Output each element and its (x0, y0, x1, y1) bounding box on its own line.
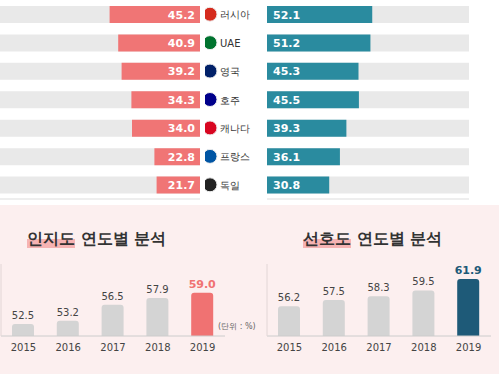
svg-text:56.5: 56.5 (101, 291, 123, 302)
svg-text:52.1: 52.1 (273, 9, 300, 22)
svg-text:러시아: 러시아 (220, 9, 250, 20)
svg-text:영국: 영국 (220, 66, 240, 77)
svg-text:호주: 호주 (220, 95, 240, 106)
svg-text:2018: 2018 (145, 342, 170, 353)
svg-text:52.5: 52.5 (12, 310, 34, 321)
html-text:(단위 : %): (단위 : %) (218, 322, 256, 331)
svg-text:2016: 2016 (321, 342, 346, 353)
svg-text:57.5: 57.5 (323, 286, 345, 297)
svg-text:2016: 2016 (55, 342, 80, 353)
svg-text:59.0: 59.0 (189, 278, 216, 291)
svg-text:40.9: 40.9 (168, 37, 195, 50)
svg-text:34.0: 34.0 (168, 122, 195, 135)
svg-text:53.2: 53.2 (57, 307, 79, 318)
html-text:선호도연도별 분석: 선호도연도별 분석 (303, 229, 443, 248)
svg-text:21.7: 21.7 (168, 179, 195, 192)
svg-text:22.8: 22.8 (168, 151, 195, 164)
svg-text:61.9: 61.9 (455, 264, 482, 277)
svg-text:2015: 2015 (11, 342, 36, 353)
svg-text:프랑스: 프랑스 (220, 151, 250, 162)
svg-text:45.3: 45.3 (273, 65, 300, 78)
svg-text:36.1: 36.1 (273, 151, 300, 164)
svg-text:57.9: 57.9 (146, 284, 168, 295)
svg-text:39.2: 39.2 (168, 65, 195, 78)
svg-text:2019: 2019 (456, 342, 481, 353)
svg-text:UAE: UAE (220, 38, 240, 49)
svg-text:59.5: 59.5 (412, 276, 434, 287)
svg-text:56.2: 56.2 (278, 292, 300, 303)
svg-text:캐나다: 캐나다 (220, 123, 250, 134)
svg-text:58.3: 58.3 (367, 282, 389, 293)
svg-text:2017: 2017 (100, 342, 125, 353)
svg-text:39.3: 39.3 (273, 122, 300, 135)
svg-text:2019: 2019 (190, 342, 215, 353)
svg-text:독일: 독일 (220, 180, 240, 191)
svg-text:51.2: 51.2 (273, 37, 300, 50)
svg-text:30.8: 30.8 (273, 179, 300, 192)
svg-text:45.5: 45.5 (273, 94, 300, 107)
svg-text:34.3: 34.3 (168, 94, 195, 107)
svg-text:2017: 2017 (366, 342, 391, 353)
html-text:인지도연도별 분석: 인지도연도별 분석 (27, 229, 167, 248)
svg-text:2015: 2015 (277, 342, 302, 353)
svg-text:2018: 2018 (411, 342, 436, 353)
svg-text:45.2: 45.2 (168, 9, 195, 22)
